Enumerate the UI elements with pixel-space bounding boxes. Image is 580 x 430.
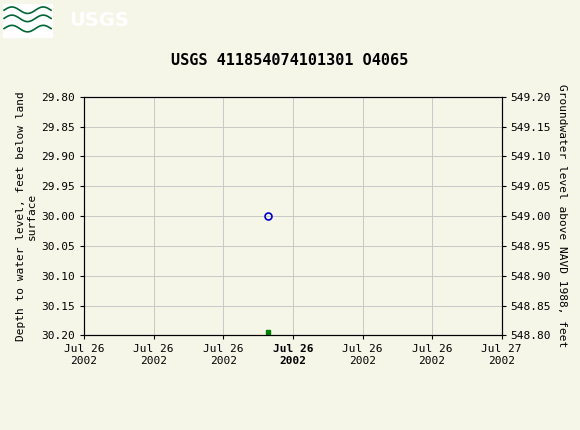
Y-axis label: Depth to water level, feet below land
surface: Depth to water level, feet below land su…	[16, 91, 37, 341]
Text: USGS: USGS	[70, 11, 129, 30]
Bar	[3, 4, 52, 37]
Y-axis label: Groundwater level above NAVD 1988, feet: Groundwater level above NAVD 1988, feet	[557, 84, 567, 348]
Text: USGS 411854074101301 O4065: USGS 411854074101301 O4065	[171, 53, 409, 68]
